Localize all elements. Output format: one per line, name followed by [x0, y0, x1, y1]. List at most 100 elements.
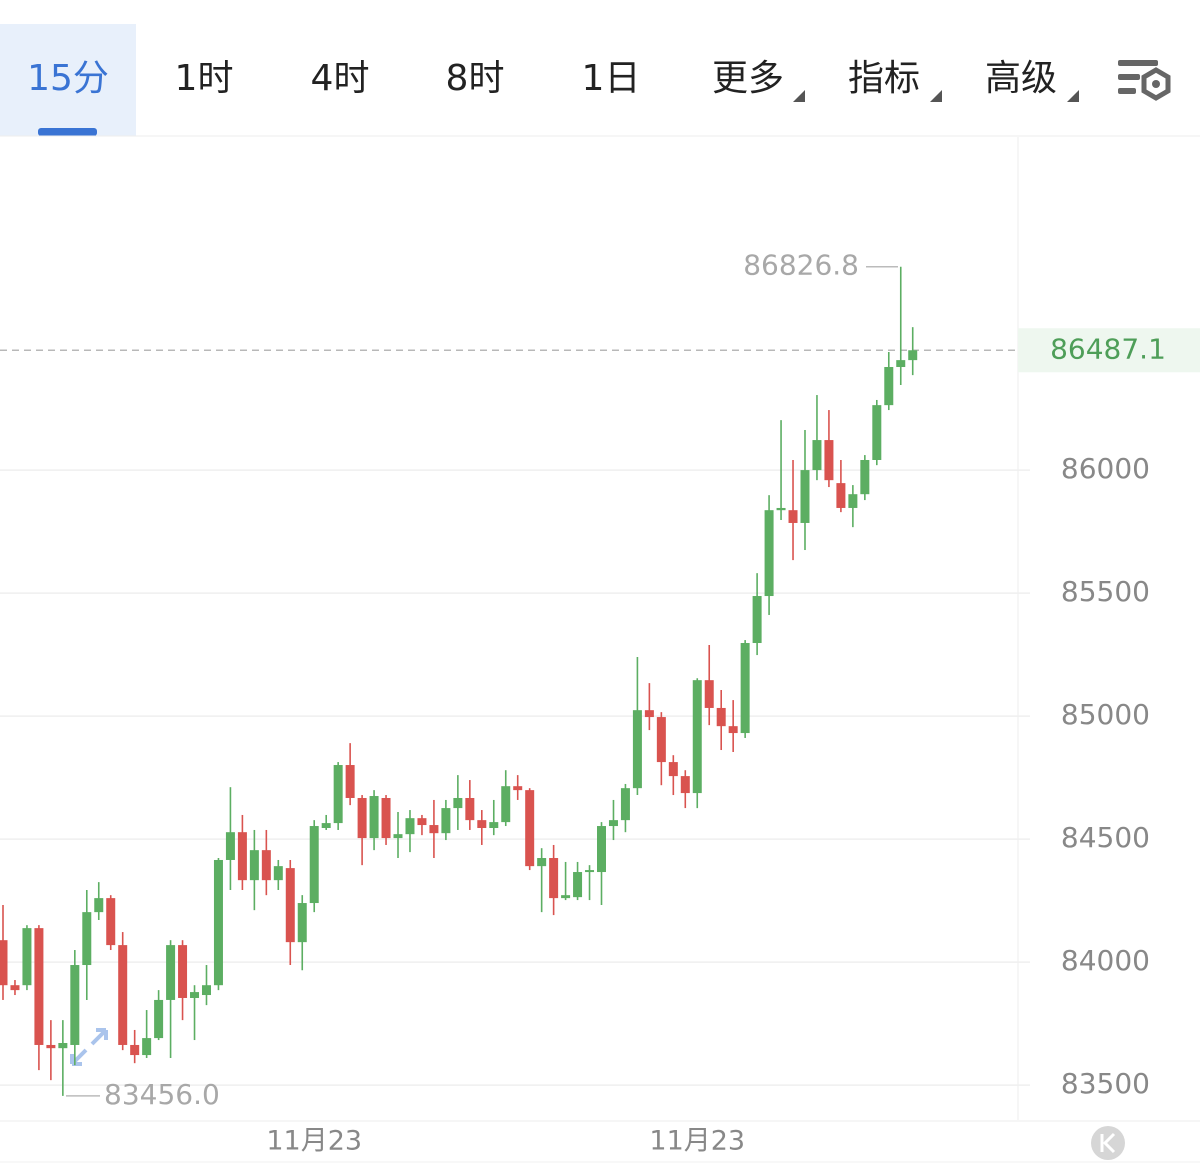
- candle-body: [345, 765, 355, 798]
- candle-body: [225, 832, 235, 860]
- candle-body: [213, 859, 223, 986]
- candle-body: [22, 928, 32, 986]
- candle-body: [297, 903, 307, 943]
- candle-body: [573, 872, 583, 898]
- candle-body: [393, 834, 403, 839]
- candle-body: [764, 510, 774, 597]
- candle-body: [106, 898, 116, 946]
- candle-body: [513, 786, 523, 791]
- candle-body: [142, 1038, 152, 1056]
- candle-body: [201, 985, 211, 996]
- y-tick-label: 84500: [1061, 821, 1150, 854]
- candle-body: [489, 822, 499, 829]
- candle-body: [704, 680, 714, 708]
- candle-body: [70, 965, 80, 1045]
- candle-body: [465, 797, 475, 821]
- candle-body: [46, 1044, 56, 1049]
- candle-body: [740, 643, 750, 734]
- tab[interactable]: 高级: [985, 58, 1057, 99]
- tab[interactable]: 4时: [311, 58, 370, 99]
- tab[interactable]: 1日: [582, 58, 641, 99]
- candle-body: [0, 940, 8, 986]
- candle-body: [405, 818, 415, 835]
- candle-body: [884, 367, 894, 406]
- candle-body: [381, 797, 391, 839]
- active-tab-bg: [0, 24, 136, 136]
- candle-body: [597, 826, 606, 873]
- candle-body: [668, 762, 678, 777]
- y-tick-label: 85000: [1061, 698, 1150, 731]
- candle-body: [908, 350, 918, 361]
- candle-body: [620, 788, 630, 821]
- high-marker-label: 86826.8: [743, 249, 859, 282]
- candle-body: [716, 707, 726, 727]
- candle-body: [178, 945, 188, 998]
- candle-body: [166, 945, 176, 1000]
- candle-body: [285, 868, 295, 943]
- candle-body: [848, 494, 858, 508]
- zoom-icon[interactable]: [70, 1028, 108, 1066]
- candle-body: [273, 866, 283, 881]
- candle-body: [680, 776, 690, 794]
- candle-body: [453, 797, 463, 809]
- candle-body: [369, 796, 379, 839]
- candle-body: [752, 596, 762, 644]
- settings-icon[interactable]: [1118, 60, 1171, 101]
- candle-body: [549, 858, 559, 899]
- y-tick-label: 86000: [1061, 452, 1150, 485]
- y-tick-label: 83500: [1061, 1067, 1150, 1100]
- candle-body: [692, 680, 702, 794]
- candle-body: [249, 850, 259, 881]
- candle-body: [130, 1044, 140, 1056]
- candle-body: [417, 818, 427, 826]
- candle-body: [190, 992, 200, 998]
- candle-body: [656, 717, 666, 763]
- low-marker-label: 83456.0: [104, 1078, 220, 1111]
- tab[interactable]: 8时: [446, 58, 505, 99]
- candle-body: [154, 999, 164, 1039]
- candle-body: [525, 790, 535, 867]
- candle-body: [34, 928, 44, 1045]
- candle-body: [501, 786, 511, 823]
- candle-body: [608, 820, 618, 827]
- candle-body: [644, 710, 654, 718]
- candle-body: [441, 808, 451, 834]
- candle-body: [82, 912, 92, 966]
- candle-body: [537, 858, 547, 867]
- dropdown-arrows: [793, 90, 1079, 102]
- tab[interactable]: 指标: [848, 58, 920, 99]
- tab[interactable]: 1时: [175, 58, 234, 99]
- kline-button-glyph: [1100, 1132, 1116, 1154]
- candle-body: [824, 440, 834, 481]
- x-tick-label: 11月23: [649, 1126, 745, 1157]
- y-tick-label: 85500: [1061, 575, 1150, 608]
- candle-body: [94, 898, 104, 913]
- candle-body: [632, 710, 642, 789]
- candle-body: [776, 507, 786, 511]
- candle-body: [357, 797, 367, 839]
- candle-body: [585, 870, 595, 873]
- candle-body: [118, 945, 128, 1045]
- candle-body: [10, 985, 20, 991]
- candle-body: [261, 850, 271, 881]
- candle-body: [836, 483, 846, 508]
- candle-body: [309, 826, 319, 904]
- candle-body: [477, 820, 487, 829]
- candle-body: [237, 832, 247, 881]
- candle-body: [860, 459, 870, 495]
- candle-body: [333, 765, 343, 824]
- last-price-label: 86487.1: [1050, 332, 1166, 365]
- candle-body: [800, 470, 810, 523]
- x-tick-label: 11月23: [266, 1126, 362, 1157]
- y-tick-label: 84000: [1061, 944, 1150, 977]
- candle-body: [872, 405, 882, 460]
- tab[interactable]: 15分: [27, 58, 109, 99]
- candle-body: [728, 726, 738, 734]
- candle-body: [321, 823, 331, 829]
- candle-body: [429, 825, 439, 834]
- kline-button[interactable]: [1091, 1126, 1125, 1160]
- tab[interactable]: 更多: [712, 58, 784, 99]
- last-price-box: [1018, 328, 1200, 373]
- candle-body: [561, 895, 571, 899]
